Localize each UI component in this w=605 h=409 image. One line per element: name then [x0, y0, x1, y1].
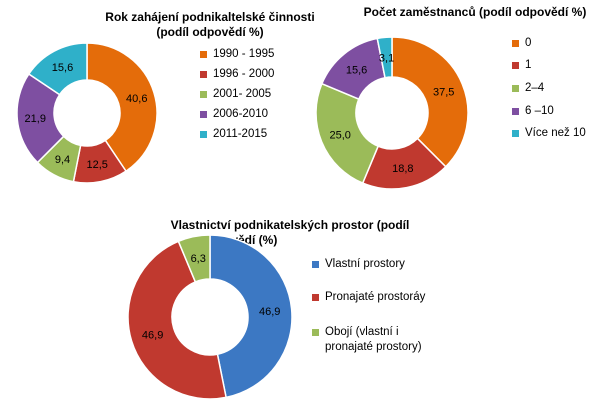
chart-1-data-label-1: 40,6 — [126, 93, 147, 105]
chart-2-data-label-5: 3,1 — [379, 52, 394, 64]
legend-label: 6 –10 — [525, 105, 554, 117]
legend-swatch — [200, 71, 207, 78]
chart-1-data-label-5: 15,6 — [52, 62, 73, 74]
chart-2-legend: 0 1 2–4 6 –10 Více než 10 — [512, 36, 602, 139]
legend-item-6-10: 6 –10 — [512, 104, 554, 119]
legend-item-vice-nez-10: Více než 10 — [512, 126, 586, 141]
legend-item-oboji: Obojí (vlastní i pronajaté prostory) — [312, 325, 422, 355]
chart-3-slice-1 — [209, 234, 293, 399]
chart-1-slice-1 — [86, 42, 158, 173]
legend-label: 2–4 — [525, 82, 545, 94]
legend-swatch — [200, 51, 207, 58]
legend-item-2001-2005: 2001- 2005 — [200, 87, 271, 102]
chart-3-slice-2 — [127, 240, 227, 400]
legend-label: 0 — [525, 37, 532, 49]
legend-item-pronajate-prostoray: Pronajaté prostoráy — [312, 290, 425, 305]
chart-1-title-line-2: (podíl odpovědí %) — [156, 25, 264, 39]
chart-3-data-label-3: 6,3 — [191, 253, 206, 265]
legend-item-2-4: 2–4 — [512, 81, 544, 96]
legend-label: 1996 - 2000 — [213, 68, 275, 80]
chart-1-title-line-1: Rok zahájení podnikaltelské činnosti — [105, 10, 315, 24]
chart-1-legend: 1990 - 1995 1996 - 2000 2001- 2005 2006-… — [200, 47, 320, 142]
legend-swatch — [200, 111, 207, 118]
chart-2-slice-5 — [376, 36, 393, 79]
legend-label: 2011-2015 — [213, 128, 268, 140]
legend-item-1996-2000: 1996 - 2000 — [200, 67, 274, 82]
legend-swatch — [512, 108, 519, 115]
chart-1-data-label-2: 12,5 — [87, 159, 108, 171]
chart-3-slice-3 — [177, 234, 211, 283]
legend-swatch — [512, 40, 519, 47]
chart-2-slice-3 — [315, 82, 380, 185]
legend-swatch — [200, 91, 207, 98]
legend-swatch — [512, 85, 519, 92]
legend-swatch — [312, 329, 319, 336]
legend-label: Více než 10 — [525, 127, 586, 139]
legend-item-1990-1995: 1990 - 1995 — [200, 47, 274, 62]
chart-3-data-label-2: 46,9 — [142, 330, 163, 342]
chart-3-data-label-1: 46,9 — [259, 306, 280, 318]
legend-swatch — [312, 294, 319, 301]
legend-label: 1990 - 1995 — [213, 48, 275, 60]
chart-2-data-label-2: 18,8 — [392, 163, 413, 175]
legend-item-1: 1 — [512, 58, 531, 73]
legend-item-vlastni-prostory: Vlastní prostory — [312, 257, 405, 272]
legend-label: Obojí (vlastní i — [325, 326, 399, 338]
legend-swatch — [512, 62, 519, 69]
chart-2-title-line-1: Počet zaměstnanců (podíl odpovědí %) — [363, 5, 587, 19]
chart-1-data-label-4: 21,9 — [25, 113, 46, 125]
chart-3-legend: Vlastní prostory Pronajaté prostoráy Obo… — [312, 257, 452, 362]
legend-label: Pronajaté prostoráy — [325, 291, 426, 303]
chart-2-slice-1 — [391, 36, 469, 168]
chart-2-data-label-1: 37,5 — [433, 87, 454, 99]
legend-swatch — [512, 130, 519, 137]
legend-label-group: Obojí (vlastní i pronajaté prostory) — [325, 325, 422, 355]
legend-label: 1 — [525, 59, 532, 71]
legend-swatch — [200, 131, 207, 138]
legend-item-2011-2015: 2011-2015 — [200, 127, 267, 142]
chart-1-data-label-3: 9,4 — [55, 154, 70, 166]
chart-2-data-label-4: 15,6 — [346, 65, 367, 77]
chart-2-title: Počet zaměstnanců (podíl odpovědí %) — [355, 5, 595, 20]
legend-label: 2006-2010 — [213, 108, 268, 120]
chart-3-title-line-1: Vlastnictví podnikatelských prostor (pod… — [170, 218, 410, 232]
legend-label: Vlastní prostory — [325, 258, 405, 270]
chart-1-slice-5 — [27, 42, 88, 96]
legend-label-cont: pronajaté prostory) — [325, 341, 422, 353]
chart-2-data-label-3: 25,0 — [329, 129, 350, 141]
legend-label: 2001- 2005 — [213, 88, 272, 100]
legend-item-2006-2010: 2006-2010 — [200, 107, 268, 122]
legend-item-0: 0 — [512, 36, 531, 51]
chart-1-title: Rok zahájení podnikaltelské činnosti (po… — [90, 10, 330, 40]
legend-swatch — [312, 261, 319, 268]
